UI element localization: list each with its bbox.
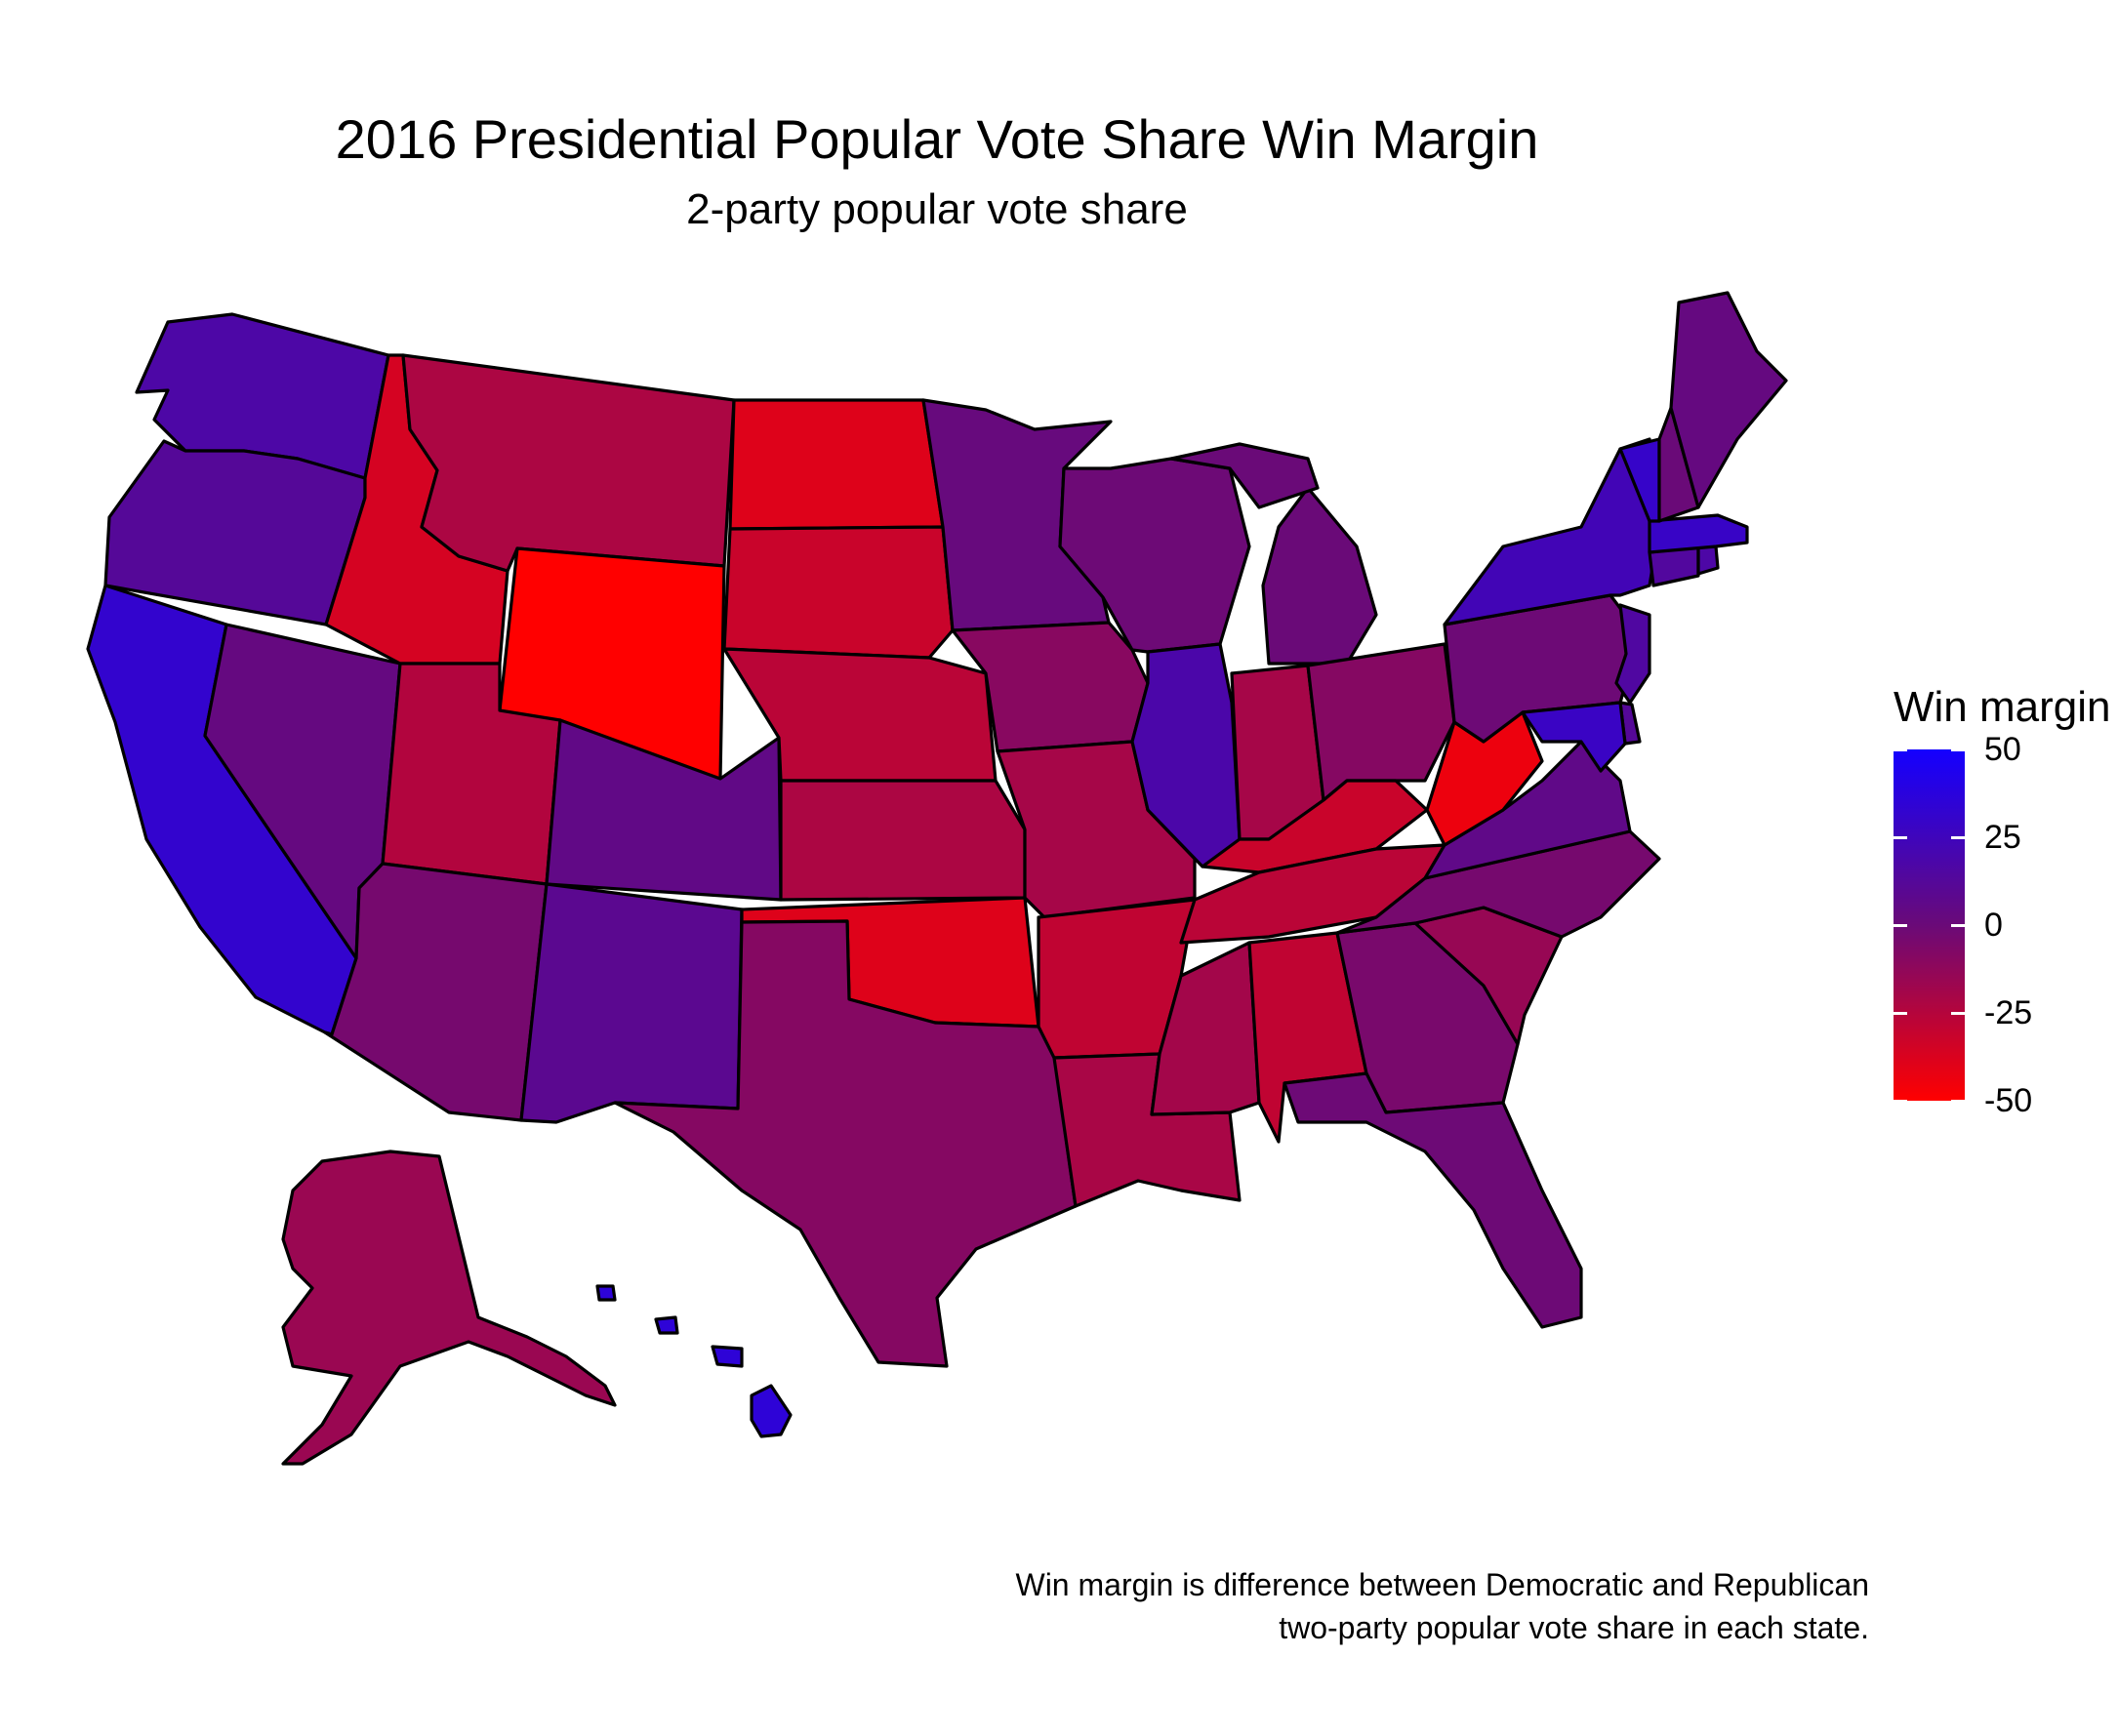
state-MA bbox=[1648, 513, 1749, 554]
legend-tick-mark bbox=[1894, 1099, 1907, 1103]
legend-tick-mark bbox=[1951, 1011, 1965, 1015]
map-title: 2016 Presidential Popular Vote Share Win… bbox=[335, 108, 1539, 170]
legend-title: Win margin bbox=[1894, 683, 2111, 731]
state-FL bbox=[1283, 1071, 1583, 1329]
state-HI bbox=[750, 1384, 793, 1438]
caption-line-2: two-party popular vote share in each sta… bbox=[1279, 1610, 1869, 1645]
state-AZ bbox=[323, 862, 549, 1122]
legend-tick-label: 50 bbox=[1984, 731, 2021, 768]
legend-tick-mark bbox=[1951, 747, 1965, 751]
legend-tick-mark bbox=[1894, 835, 1907, 839]
legend-tick-label: 0 bbox=[1984, 907, 2003, 944]
legend-tick-label: -25 bbox=[1984, 994, 2033, 1031]
legend-tick-mark bbox=[1951, 923, 1965, 927]
state-HI-oahu bbox=[654, 1315, 679, 1335]
state-MI bbox=[1261, 486, 1378, 666]
legend-tick-mark bbox=[1894, 1011, 1907, 1015]
state-RI bbox=[1696, 545, 1720, 576]
state-HI-kauai bbox=[595, 1284, 617, 1302]
state-SD bbox=[722, 525, 955, 660]
legend-tick-mark bbox=[1951, 1099, 1965, 1103]
state-ME bbox=[1669, 291, 1788, 509]
state-MI-UP bbox=[1169, 442, 1320, 509]
map-caption: Win margin is difference between Democra… bbox=[698, 1563, 1869, 1649]
map-subtitle: 2-party popular vote share bbox=[686, 185, 1188, 233]
legend-tick-mark bbox=[1894, 923, 1907, 927]
state-KS bbox=[779, 779, 1027, 902]
state-ND bbox=[728, 398, 945, 531]
state-OH bbox=[1306, 642, 1456, 802]
legend-tick-mark bbox=[1894, 747, 1907, 751]
state-NM bbox=[519, 882, 744, 1124]
caption-line-1: Win margin is difference between Democra… bbox=[1015, 1567, 1869, 1602]
state-AK bbox=[281, 1150, 617, 1466]
state-MD bbox=[1521, 701, 1627, 773]
state-HI-maui bbox=[711, 1345, 744, 1368]
legend-tick-label: 25 bbox=[1984, 819, 2021, 856]
state-MT bbox=[401, 353, 736, 573]
legend-tick-mark bbox=[1951, 835, 1965, 839]
legend-tick-label: -50 bbox=[1984, 1082, 2033, 1119]
state-NJ bbox=[1614, 603, 1651, 705]
state-TX bbox=[613, 919, 1078, 1368]
